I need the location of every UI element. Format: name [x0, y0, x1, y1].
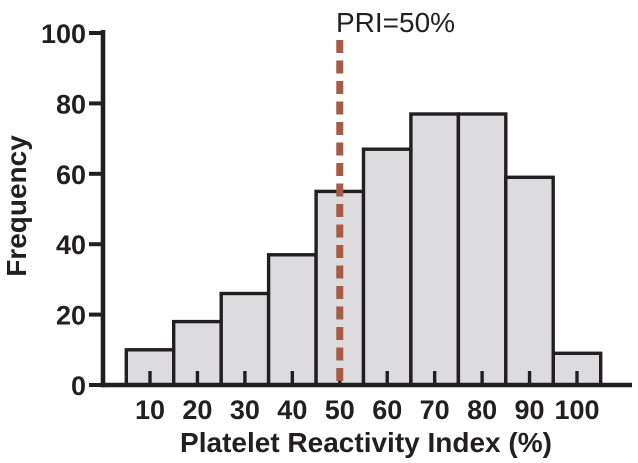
- y-axis-title: Frequency: [1, 135, 32, 277]
- pri-annotation-label: PRI=50%: [336, 7, 455, 38]
- y-tick-label: 20: [56, 301, 86, 331]
- y-tick-label: 40: [56, 230, 86, 260]
- x-axis-title: Platelet Reactivity Index (%): [180, 427, 552, 458]
- x-tick-label: 70: [420, 395, 450, 425]
- y-tick-label: 100: [41, 19, 86, 49]
- x-tick-label: 60: [372, 395, 402, 425]
- axes-layer: [100, 30, 632, 388]
- y-tick-label: 80: [56, 89, 86, 119]
- histogram-bar: [504, 175, 555, 387]
- x-tick-label: 40: [277, 395, 307, 425]
- x-tick-label: 50: [325, 395, 355, 425]
- x-tick-label: 100: [554, 395, 599, 425]
- y-tick-label: 0: [71, 371, 86, 401]
- x-tick-label: 90: [515, 395, 545, 425]
- histogram-bar: [266, 253, 318, 387]
- histogram-bar: [456, 112, 508, 387]
- histogram-bar: [361, 147, 413, 387]
- x-tick-label: 10: [135, 395, 165, 425]
- x-tick-label: 80: [467, 395, 497, 425]
- bars-layer: [124, 112, 603, 387]
- x-tick-label: 30: [230, 395, 260, 425]
- x-tick-label: 20: [182, 395, 212, 425]
- y-tick-label: 60: [56, 160, 86, 190]
- histogram-bar: [409, 112, 460, 387]
- y-ticks-layer: 0 20 40 60 80 100: [41, 19, 103, 401]
- x-ticks-layer: 10 20 30 40 50 60 70 80 90 100: [135, 371, 600, 425]
